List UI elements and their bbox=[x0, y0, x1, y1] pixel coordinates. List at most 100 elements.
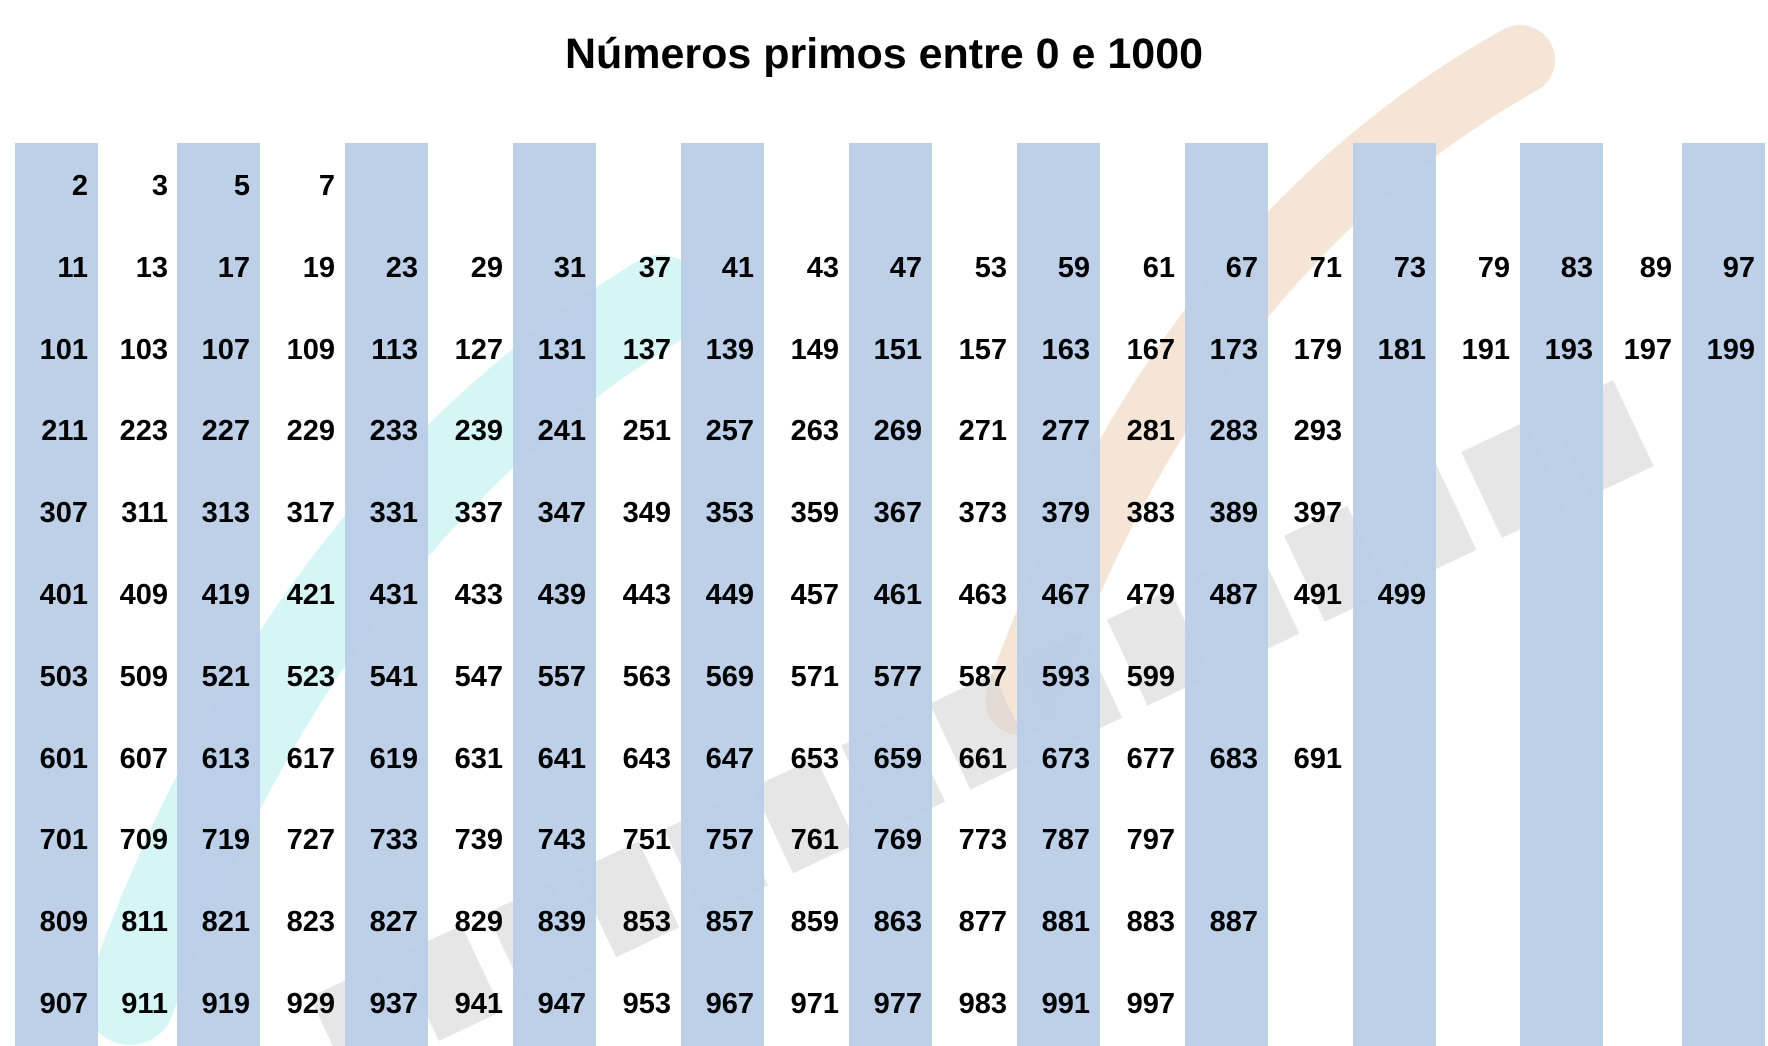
prime-cell: 347 bbox=[537, 497, 586, 529]
prime-cell: 137 bbox=[622, 334, 671, 366]
prime-cell: 907 bbox=[39, 988, 88, 1020]
prime-cell: 569 bbox=[705, 661, 754, 693]
prime-cell: 601 bbox=[39, 743, 88, 775]
prime-cell: 277 bbox=[1041, 415, 1090, 447]
prime-cell: 503 bbox=[39, 661, 88, 693]
prime-cell: 563 bbox=[622, 661, 671, 693]
prime-cell: 521 bbox=[201, 661, 250, 693]
prime-cell: 107 bbox=[201, 334, 250, 366]
prime-cell: 47 bbox=[889, 252, 922, 284]
prime-cell: 809 bbox=[39, 906, 88, 938]
prime-cell: 397 bbox=[1293, 497, 1342, 529]
prime-cell: 487 bbox=[1209, 579, 1258, 611]
prime-cell: 379 bbox=[1041, 497, 1090, 529]
prime-cell: 317 bbox=[286, 497, 335, 529]
prime-cell: 719 bbox=[201, 824, 250, 856]
prime-cell: 631 bbox=[454, 743, 503, 775]
prime-cell: 757 bbox=[705, 824, 754, 856]
prime-cell: 439 bbox=[537, 579, 586, 611]
prime-cell: 313 bbox=[201, 497, 250, 529]
prime-cell: 109 bbox=[286, 334, 335, 366]
prime-cell: 59 bbox=[1057, 252, 1090, 284]
prime-cell: 863 bbox=[873, 906, 922, 938]
prime-cell: 479 bbox=[1126, 579, 1175, 611]
prime-cell: 761 bbox=[790, 824, 839, 856]
prime-cell: 383 bbox=[1126, 497, 1175, 529]
prime-cell: 197 bbox=[1623, 334, 1672, 366]
prime-cell: 947 bbox=[537, 988, 586, 1020]
prime-cell: 991 bbox=[1041, 988, 1090, 1020]
prime-cell: 881 bbox=[1041, 906, 1090, 938]
prime-cell: 659 bbox=[873, 743, 922, 775]
prime-cell: 643 bbox=[622, 743, 671, 775]
prime-cell: 389 bbox=[1209, 497, 1258, 529]
prime-cell: 941 bbox=[454, 988, 503, 1020]
prime-cell: 859 bbox=[790, 906, 839, 938]
prime-cell: 751 bbox=[622, 824, 671, 856]
prime-cell: 787 bbox=[1041, 824, 1090, 856]
prime-cell: 433 bbox=[454, 579, 503, 611]
prime-cell: 5 bbox=[233, 170, 250, 202]
prime-cell: 673 bbox=[1041, 743, 1090, 775]
prime-cell: 887 bbox=[1209, 906, 1258, 938]
prime-cell: 193 bbox=[1544, 334, 1593, 366]
prime-cell: 883 bbox=[1126, 906, 1175, 938]
prime-cell: 727 bbox=[286, 824, 335, 856]
prime-cell: 443 bbox=[622, 579, 671, 611]
prime-cell: 97 bbox=[1722, 252, 1755, 284]
prime-cell: 953 bbox=[622, 988, 671, 1020]
prime-cell: 743 bbox=[537, 824, 586, 856]
prime-cell: 547 bbox=[454, 661, 503, 693]
prime-cell: 827 bbox=[369, 906, 418, 938]
prime-cell: 139 bbox=[705, 334, 754, 366]
prime-cell: 661 bbox=[958, 743, 1007, 775]
prime-cell: 61 bbox=[1142, 252, 1175, 284]
prime-cell: 131 bbox=[537, 334, 586, 366]
prime-cell: 541 bbox=[369, 661, 418, 693]
prime-cell: 349 bbox=[622, 497, 671, 529]
prime-cell: 367 bbox=[873, 497, 922, 529]
prime-cell: 373 bbox=[958, 497, 1007, 529]
prime-cell: 151 bbox=[873, 334, 922, 366]
prime-cell: 619 bbox=[369, 743, 418, 775]
prime-cell: 593 bbox=[1041, 661, 1090, 693]
prime-cell: 613 bbox=[201, 743, 250, 775]
prime-cell: 797 bbox=[1126, 824, 1175, 856]
prime-cell: 293 bbox=[1293, 415, 1342, 447]
prime-cell: 23 bbox=[385, 252, 418, 284]
prime-cell: 701 bbox=[39, 824, 88, 856]
prime-cell: 853 bbox=[622, 906, 671, 938]
prime-cell: 251 bbox=[622, 415, 671, 447]
prime-cell: 431 bbox=[369, 579, 418, 611]
prime-cell: 229 bbox=[286, 415, 335, 447]
prime-cell: 13 bbox=[135, 252, 168, 284]
prime-cell: 191 bbox=[1461, 334, 1510, 366]
prime-cell: 2 bbox=[71, 170, 88, 202]
prime-cell: 523 bbox=[286, 661, 335, 693]
prime-cell: 587 bbox=[958, 661, 1007, 693]
prime-cell: 823 bbox=[286, 906, 335, 938]
prime-cell: 71 bbox=[1309, 252, 1342, 284]
prime-cell: 43 bbox=[806, 252, 839, 284]
prime-cell: 607 bbox=[119, 743, 168, 775]
prime-cell: 491 bbox=[1293, 579, 1342, 611]
prime-cell: 257 bbox=[705, 415, 754, 447]
prime-cell: 353 bbox=[705, 497, 754, 529]
prime-cell: 337 bbox=[454, 497, 503, 529]
prime-cell: 617 bbox=[286, 743, 335, 775]
prime-cell: 127 bbox=[454, 334, 503, 366]
prime-cell: 11 bbox=[57, 252, 88, 284]
prime-cell: 691 bbox=[1293, 743, 1342, 775]
prime-cell: 113 bbox=[371, 334, 418, 366]
prime-cell: 839 bbox=[537, 906, 586, 938]
prime-cell: 263 bbox=[790, 415, 839, 447]
prime-cell: 409 bbox=[119, 579, 168, 611]
prime-cell: 919 bbox=[201, 988, 250, 1020]
column-stripe bbox=[1682, 143, 1765, 1046]
prime-cell: 647 bbox=[705, 743, 754, 775]
prime-cell: 239 bbox=[454, 415, 503, 447]
prime-cell: 233 bbox=[369, 415, 418, 447]
prime-cell: 937 bbox=[369, 988, 418, 1020]
prime-cell: 467 bbox=[1041, 579, 1090, 611]
